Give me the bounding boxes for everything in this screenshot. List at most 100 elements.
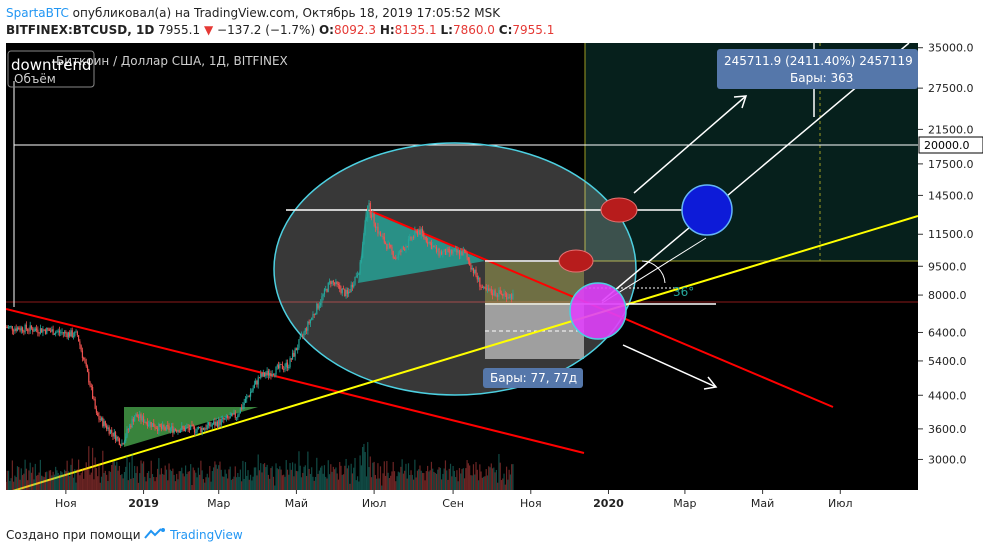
volume-bar (307, 451, 309, 490)
candle-body (419, 229, 421, 235)
volume-bar (414, 459, 416, 490)
volume-bar (327, 460, 329, 490)
candle-body (61, 332, 63, 334)
volume-bar (418, 469, 420, 490)
candle-body (89, 382, 91, 387)
volume-bar (86, 469, 89, 490)
candle-body (165, 425, 168, 430)
projection-arrow-down (622, 344, 717, 388)
volume-bar (70, 464, 72, 490)
author-link[interactable]: SpartaBTC (6, 6, 69, 20)
candle-body (233, 412, 235, 415)
candle-body (27, 329, 29, 331)
symbol-name: BITFINEX:BTCUSD, 1D (6, 23, 155, 37)
candle-body (461, 251, 463, 256)
volume-bar (84, 468, 86, 490)
volume-bar (358, 481, 360, 490)
candle-body (14, 328, 16, 332)
volume-bar (132, 478, 134, 490)
volume-bar (332, 466, 334, 490)
volume-bar (393, 471, 396, 490)
volume-bar (298, 451, 300, 490)
volume-bar (111, 464, 113, 490)
candle-body (272, 374, 275, 375)
price-chart[interactable]: Биткоин / Доллар США, 1Д, BITFINEX downt… (6, 43, 983, 513)
volume-bar (400, 466, 402, 490)
volume-bar (303, 466, 305, 490)
candle-body (317, 303, 319, 309)
arrow-head-icon (703, 376, 718, 390)
volume-bar (427, 465, 429, 490)
volume-bar (11, 460, 13, 490)
candle-body (363, 233, 365, 245)
volume-bar (79, 475, 81, 490)
candle-body (196, 429, 198, 433)
downtrend-label: downtrend (11, 56, 91, 74)
volume-bar (253, 467, 255, 490)
volume-bar (437, 469, 439, 490)
candle-body (25, 324, 27, 330)
volume-bar (350, 463, 352, 490)
volume-bar (388, 478, 390, 490)
candle-body (187, 427, 189, 429)
volume-bar (35, 475, 38, 490)
volume-bar (192, 467, 194, 490)
candle-body (511, 294, 513, 300)
volume-bar (495, 469, 497, 490)
candle-body (93, 398, 95, 400)
volume-bar (234, 466, 236, 490)
footer-brand-link[interactable]: TradingView (170, 528, 243, 542)
high-value: 8135.1 (394, 23, 437, 37)
volume-bar (80, 472, 82, 490)
volume-bar (38, 472, 40, 490)
volume-bar (151, 474, 154, 490)
volume-bar (316, 457, 318, 490)
candle-body (111, 429, 113, 433)
candle-body (486, 288, 489, 290)
volume-bar (336, 473, 338, 490)
volume-bar (15, 477, 17, 490)
candle-body (439, 251, 441, 256)
volume-bar (502, 478, 504, 490)
volume-bar (181, 467, 183, 490)
x-tick-label: 2020 (593, 497, 624, 510)
volume-bar (95, 468, 98, 490)
volume-bar (428, 471, 430, 490)
volume-bar (61, 472, 63, 490)
candle-body (456, 249, 458, 253)
candle-body (349, 291, 351, 293)
volume-bar (53, 474, 56, 490)
volume-bar (383, 461, 385, 490)
x-tick-label: Мар (673, 497, 696, 510)
candle-body (499, 290, 501, 294)
candle-body (488, 288, 490, 291)
x-tick-label: Ноя (55, 497, 77, 510)
volume-bar (308, 468, 310, 490)
volume-bar (81, 468, 84, 490)
blue-target-marker (681, 184, 733, 236)
candle-body (374, 223, 376, 229)
candle-body (429, 241, 431, 243)
breakout-marker (569, 282, 627, 340)
candle-body (358, 273, 360, 275)
volume-bar (6, 481, 7, 490)
volume-bar (360, 465, 362, 490)
candle-body (425, 237, 427, 242)
candle-body (20, 327, 22, 331)
candle-body (29, 325, 31, 331)
candle-body (86, 366, 89, 372)
candle-body (227, 415, 229, 418)
volume-bar (215, 464, 217, 490)
low-value: 7860.0 (452, 23, 495, 37)
volume-bar (466, 460, 468, 490)
candle-body (95, 408, 98, 413)
candle-body (318, 305, 320, 309)
candle-body (500, 293, 503, 295)
candle-body (483, 286, 485, 288)
candle-body (184, 427, 187, 432)
volume-bar (14, 475, 16, 490)
candle-body (6, 327, 8, 329)
volume-bar (117, 470, 119, 490)
candle-body (199, 426, 201, 428)
candle-body (53, 334, 56, 335)
